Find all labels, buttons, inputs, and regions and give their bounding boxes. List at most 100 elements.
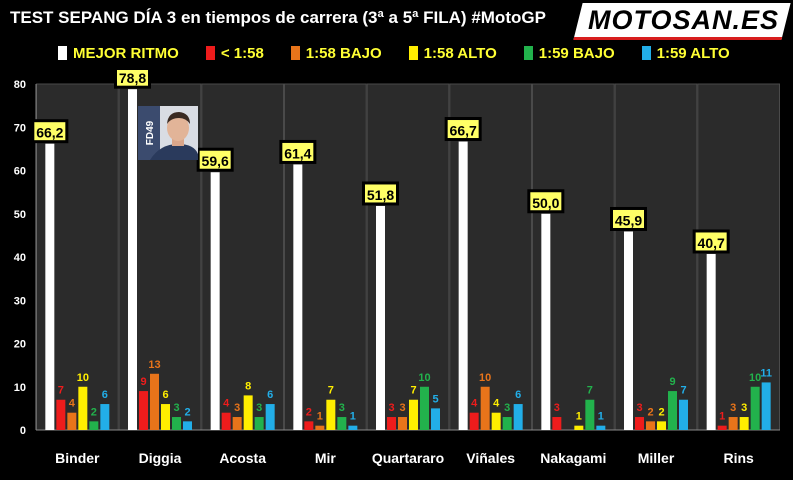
bar-rins-mejor-ritmo [706, 253, 716, 430]
data-label: 3 [636, 402, 642, 414]
bar-nakagami-1-58-alto [574, 425, 584, 430]
data-label: 4 [471, 398, 478, 410]
data-label: 1 [350, 411, 356, 423]
bar-binder-1-58-alto [78, 386, 88, 430]
legend-item-1-59-bajo: 1:59 BAJO [523, 44, 615, 62]
legend: MEJOR RITMO < 1:58 1:58 BAJO 1:58 ALTO 1:59 … [58, 42, 730, 64]
bar-diggia-1-59-alto [183, 421, 192, 430]
legend-item-1-58-alto: 1:58 ALTO [408, 45, 497, 62]
bar-acosta-1-58-bajo [232, 417, 242, 430]
data-label: 3 [234, 402, 240, 414]
legend-item-1-59-alto: 1:59 ALTO [641, 44, 730, 62]
bar-quartararo-1-59-alto [431, 408, 440, 430]
bar-binder-1-58 [56, 399, 66, 430]
data-label-box [279, 139, 317, 164]
bar-mir-1-58 [304, 421, 314, 430]
legend-item-1-58: < 1:58 [205, 45, 264, 62]
legend-label: MEJOR RITMO [73, 44, 179, 62]
y-tick-label: 70 [14, 122, 26, 134]
bar-vi-ales-1-59-alto [513, 404, 523, 430]
bar-mir-1-59-bajo [337, 417, 347, 430]
data-label: 3 [554, 402, 560, 414]
legend-label: 1:59 ALTO [656, 44, 730, 62]
bar-vi-ales-mejor-ritmo [458, 141, 468, 430]
data-label: 2 [658, 406, 664, 418]
bar-diggia-1-58-alto [161, 404, 170, 430]
rider-photo: FD49 [138, 106, 198, 160]
bar-quartararo-mejor-ritmo [376, 205, 385, 430]
y-tick-label: 40 [14, 252, 26, 264]
data-label: 7 [410, 385, 416, 397]
x-tick-label: Mir [315, 450, 337, 466]
bar-diggia-1-58 [139, 391, 148, 430]
bar-rins-1-59-alto [761, 382, 771, 430]
data-label-box [444, 117, 482, 142]
legend-swatch [641, 46, 651, 60]
data-label-box [692, 229, 730, 254]
data-label: 7 [328, 385, 334, 397]
data-label: 2 [91, 406, 97, 418]
bar-quartararo-1-58-bajo [398, 417, 407, 430]
y-tick-label: 50 [14, 209, 26, 221]
data-label-box [527, 189, 565, 214]
data-label: 3 [339, 402, 345, 414]
data-label: 59,6 [202, 153, 229, 169]
data-label: 7 [680, 385, 686, 397]
bar-binder-1-59-alto [100, 404, 110, 430]
data-label: 9 [140, 376, 146, 388]
bar-vi-ales-1-58-bajo [480, 386, 490, 430]
bar-diggia-1-59-bajo [172, 417, 181, 430]
data-label: 3 [173, 402, 179, 414]
helmet-number: FD49 [145, 120, 156, 145]
data-label: 2 [647, 406, 653, 418]
bar-rins-1-58-alto [739, 417, 749, 430]
data-label: 10 [479, 372, 491, 384]
data-label: 1 [719, 411, 725, 423]
bar-mir-1-58-bajo [315, 425, 325, 430]
data-label: 3 [741, 402, 747, 414]
legend-label: 1:59 BAJO [538, 44, 615, 62]
bar-miller-1-59-bajo [668, 391, 677, 430]
x-tick-label: Viñales [466, 450, 515, 466]
bar-binder-1-59-bajo [89, 421, 99, 430]
data-label: 2 [306, 406, 312, 418]
data-label: 8 [245, 380, 251, 392]
y-tick-label: 30 [14, 295, 26, 307]
data-label: 51,8 [367, 187, 394, 203]
bar-binder-1-58-bajo [67, 412, 77, 430]
x-tick-label: Miller [638, 450, 675, 466]
data-label: 66,2 [36, 125, 63, 141]
data-label: 1 [576, 411, 582, 423]
data-label: 6 [515, 389, 521, 401]
chart-title: TEST SEPANG DÍA 3 en tiempos de carrera … [10, 8, 546, 27]
data-label: 6 [267, 389, 273, 401]
legend-swatch [408, 46, 418, 60]
x-tick-label: Rins [723, 450, 754, 466]
bar-nakagami-1-59-alto [596, 425, 606, 430]
y-tick-label: 60 [14, 166, 26, 178]
data-label: 10 [77, 372, 89, 384]
data-label-box [196, 147, 234, 172]
bar-acosta-1-58-alto [243, 395, 253, 430]
bar-mir-1-58-alto [326, 399, 336, 430]
data-label: 5 [432, 393, 438, 405]
y-tick-label: 80 [14, 79, 26, 91]
bar-vi-ales-1-58 [469, 412, 479, 430]
bar-rins-1-58-bajo [728, 417, 738, 430]
bar-miller-1-58 [635, 417, 644, 430]
x-tick-label: Quartararo [372, 450, 444, 466]
data-label: 13 [148, 359, 160, 371]
legend-swatch [290, 46, 300, 60]
data-label: 9 [669, 376, 675, 388]
data-label-box [31, 119, 69, 144]
data-label: 1 [598, 411, 604, 423]
data-label: 7 [58, 385, 64, 397]
legend-swatch [58, 46, 67, 60]
bar-nakagami-1-59-bajo [585, 399, 595, 430]
data-label: 6 [102, 389, 108, 401]
data-label: 7 [587, 385, 593, 397]
x-tick-label: Acosta [219, 450, 266, 466]
data-label: 3 [388, 402, 394, 414]
data-label: 61,4 [284, 145, 311, 161]
bar-miller-1-58-alto [657, 421, 666, 430]
